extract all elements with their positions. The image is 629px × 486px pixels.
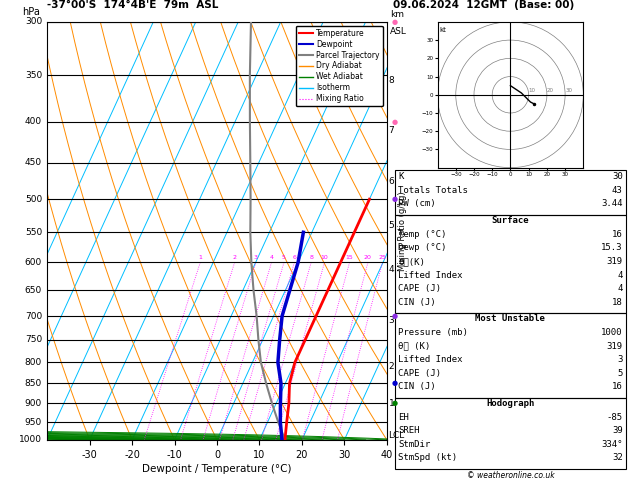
Text: PW (cm): PW (cm)	[398, 199, 436, 208]
Text: 850: 850	[25, 379, 42, 388]
Text: CAPE (J): CAPE (J)	[398, 284, 441, 294]
Text: 8: 8	[389, 76, 394, 85]
Text: ●: ●	[391, 381, 398, 386]
Text: 650: 650	[25, 286, 42, 295]
Text: 20: 20	[364, 256, 372, 260]
Text: 20: 20	[547, 88, 554, 93]
Text: 319: 319	[606, 257, 623, 266]
Text: StmDir: StmDir	[398, 440, 430, 449]
Text: 43: 43	[612, 186, 623, 195]
Text: ●: ●	[391, 19, 398, 25]
Text: 6: 6	[292, 256, 296, 260]
Text: ●: ●	[391, 313, 398, 319]
Text: 350: 350	[25, 71, 42, 80]
Text: ●: ●	[391, 119, 398, 125]
Text: 550: 550	[25, 228, 42, 237]
Text: 30: 30	[565, 88, 572, 93]
Text: Pressure (mb): Pressure (mb)	[398, 328, 468, 337]
Text: ●: ●	[391, 196, 398, 202]
Text: CIN (J): CIN (J)	[398, 382, 436, 392]
Text: 5: 5	[389, 222, 394, 230]
Text: 3: 3	[254, 256, 258, 260]
Text: 16: 16	[612, 382, 623, 392]
Text: 4: 4	[269, 256, 274, 260]
X-axis label: Dewpoint / Temperature (°C): Dewpoint / Temperature (°C)	[142, 464, 292, 474]
Text: km: km	[390, 10, 404, 19]
Text: 10: 10	[321, 256, 328, 260]
Text: 319: 319	[606, 342, 623, 351]
Text: LCL: LCL	[389, 431, 405, 440]
Text: 15.3: 15.3	[601, 243, 623, 253]
Legend: Temperature, Dewpoint, Parcel Trajectory, Dry Adiabat, Wet Adiabat, Isotherm, Mi: Temperature, Dewpoint, Parcel Trajectory…	[296, 26, 383, 106]
Text: ●: ●	[391, 400, 398, 406]
Text: 1000: 1000	[19, 435, 42, 444]
Text: CAPE (J): CAPE (J)	[398, 369, 441, 378]
Text: 7: 7	[389, 126, 394, 135]
Text: Dewp (°C): Dewp (°C)	[398, 243, 447, 253]
Text: 950: 950	[25, 417, 42, 427]
Text: 18: 18	[612, 298, 623, 307]
Text: 39: 39	[612, 426, 623, 435]
Text: Mixing Ratio (g/kg): Mixing Ratio (g/kg)	[398, 191, 407, 271]
Text: StmSpd (kt): StmSpd (kt)	[398, 453, 457, 463]
Text: 5: 5	[282, 256, 286, 260]
Text: 09.06.2024  12GMT  (Base: 00): 09.06.2024 12GMT (Base: 00)	[393, 0, 574, 10]
Text: 750: 750	[25, 335, 42, 345]
Text: Temp (°C): Temp (°C)	[398, 230, 447, 239]
Text: Surface: Surface	[492, 216, 529, 226]
Text: 2: 2	[389, 362, 394, 371]
Text: 334°: 334°	[601, 440, 623, 449]
Text: 800: 800	[25, 358, 42, 367]
Text: kt: kt	[439, 27, 446, 34]
Text: 450: 450	[25, 158, 42, 167]
Text: 1: 1	[389, 399, 394, 408]
Text: K: K	[398, 172, 404, 181]
Text: 4: 4	[617, 271, 623, 280]
Text: 8: 8	[309, 256, 313, 260]
Text: Totals Totals: Totals Totals	[398, 186, 468, 195]
Text: Lifted Index: Lifted Index	[398, 355, 463, 364]
Text: EH: EH	[398, 413, 409, 422]
Text: 32: 32	[612, 453, 623, 463]
Text: -85: -85	[606, 413, 623, 422]
Text: 1000: 1000	[601, 328, 623, 337]
Text: θᴇ(K): θᴇ(K)	[398, 257, 425, 266]
Text: 1: 1	[198, 256, 202, 260]
Text: 400: 400	[25, 117, 42, 126]
Text: 4: 4	[389, 265, 394, 274]
Text: 6: 6	[389, 177, 394, 186]
Text: ASL: ASL	[390, 27, 407, 36]
Text: 16: 16	[612, 230, 623, 239]
Text: © weatheronline.co.uk: © weatheronline.co.uk	[467, 471, 554, 480]
Text: hPa: hPa	[22, 7, 40, 17]
Text: 500: 500	[25, 195, 42, 204]
Text: 5: 5	[617, 369, 623, 378]
Text: -37°00'S  174°4B'E  79m  ASL: -37°00'S 174°4B'E 79m ASL	[47, 0, 218, 10]
Text: SREH: SREH	[398, 426, 420, 435]
Text: CIN (J): CIN (J)	[398, 298, 436, 307]
Text: 2: 2	[233, 256, 237, 260]
Text: Lifted Index: Lifted Index	[398, 271, 463, 280]
Text: Most Unstable: Most Unstable	[476, 314, 545, 324]
Text: 300: 300	[25, 17, 42, 26]
Text: 25: 25	[379, 256, 386, 260]
Text: 700: 700	[25, 312, 42, 320]
Text: 900: 900	[25, 399, 42, 408]
Text: 3.44: 3.44	[601, 199, 623, 208]
Text: 10: 10	[528, 88, 536, 93]
Text: 4: 4	[617, 284, 623, 294]
Text: θᴇ (K): θᴇ (K)	[398, 342, 430, 351]
Text: 30: 30	[612, 172, 623, 181]
Text: 3: 3	[617, 355, 623, 364]
Text: 600: 600	[25, 258, 42, 267]
Text: 15: 15	[346, 256, 353, 260]
Text: 3: 3	[389, 316, 394, 326]
Text: Hodograph: Hodograph	[486, 399, 535, 408]
